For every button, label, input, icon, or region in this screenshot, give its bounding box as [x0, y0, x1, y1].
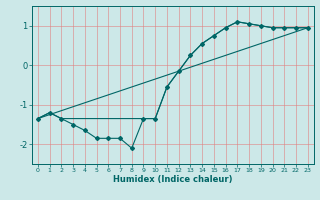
X-axis label: Humidex (Indice chaleur): Humidex (Indice chaleur): [113, 175, 233, 184]
